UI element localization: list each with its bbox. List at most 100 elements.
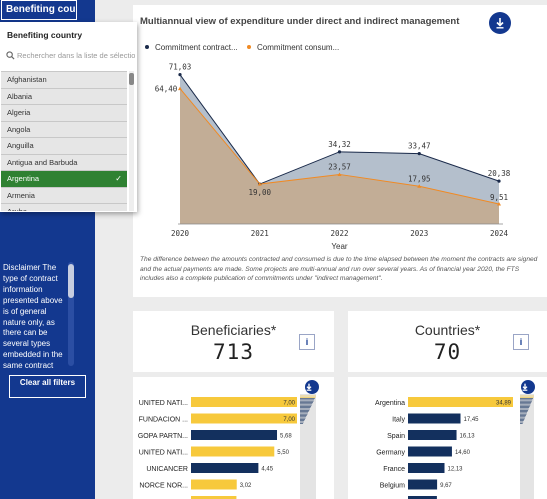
countries-kpi-value: 70: [433, 340, 462, 364]
bar-category-label: Italy: [392, 417, 405, 424]
country-list-item[interactable]: Afghanistan: [1, 71, 127, 88]
bar-category-label: Belgium: [380, 483, 405, 490]
disclaimer-scrollbar-thumb[interactable]: [68, 264, 74, 298]
bar-value-label: 7,00: [283, 401, 295, 407]
disclaimer-text: Disclaimer The type of contract informat…: [3, 263, 63, 368]
bar[interactable]: [408, 430, 457, 440]
bar[interactable]: [408, 446, 452, 457]
data-label-consumed: 23,57: [328, 162, 351, 171]
dropdown-scrollbar-thumb[interactable]: [129, 73, 134, 85]
point-commitment-consumed[interactable]: [178, 86, 182, 91]
legend-item-consumed[interactable]: Commitment consum...: [247, 43, 339, 52]
download-button[interactable]: [489, 12, 511, 34]
country-list-item[interactable]: Angola: [1, 120, 127, 137]
bar[interactable]: [191, 496, 237, 499]
bar[interactable]: [191, 463, 259, 473]
bar[interactable]: [408, 479, 438, 490]
point-commitment-contracted[interactable]: [417, 152, 421, 156]
country-list-item[interactable]: Armenia: [1, 186, 127, 203]
bar-value-label: 17,45: [464, 417, 480, 423]
beneficiaries-bar-chart: UNITED NATI... 7,00 FUNDACION ... 7,00 GOPA …: [138, 394, 316, 499]
download-icon: [496, 18, 504, 29]
clear-all-filters-button[interactable]: Clear all filters: [9, 375, 86, 398]
country-list-item[interactable]: Argentina ✓: [1, 170, 127, 187]
download-icon: [306, 383, 312, 391]
x-tick-label: 2021: [251, 229, 269, 238]
legend-label-consumed: Commitment consum...: [257, 43, 339, 52]
bar-value-label: 34,89: [496, 401, 512, 407]
beneficiaries-info-button[interactable]: i: [299, 334, 315, 350]
x-tick-label: 2023: [410, 229, 428, 238]
countries-kpi-label: Countries*: [414, 322, 481, 338]
bar[interactable]: [191, 479, 237, 490]
bar-scroll-minimap[interactable]: [300, 394, 316, 499]
data-label-consumed: 9,51: [490, 193, 508, 202]
point-commitment-consumed[interactable]: [337, 172, 342, 176]
bar-value-label: 12,13: [448, 467, 464, 473]
bar-category-label: GOPA PARTN...: [138, 433, 188, 440]
bar-category-label: Germany: [376, 450, 405, 457]
country-list-item-label: Angola: [7, 124, 31, 134]
countries-info-button[interactable]: i: [513, 334, 529, 350]
country-list-item[interactable]: Albania: [1, 87, 127, 104]
bar[interactable]: [191, 430, 278, 440]
search-placeholder: Rechercher dans la liste de sélection: [17, 51, 135, 60]
country-list-item[interactable]: Aruba: [1, 203, 127, 211]
area-commitment-consumed: [180, 88, 499, 224]
point-commitment-consumed[interactable]: [257, 182, 262, 186]
legend-label-contracted: Commitment contract...: [155, 43, 238, 52]
point-commitment-consumed[interactable]: [497, 202, 501, 206]
bar-category-label: UNICANCER: [146, 466, 188, 473]
bar-value-label: 5,68: [280, 434, 292, 440]
bar[interactable]: [408, 413, 461, 424]
beneficiaries-download-button[interactable]: [305, 380, 319, 394]
benefiting-country-filter-tab[interactable]: Benefiting country: [1, 0, 77, 20]
data-label-contracted: 19,00: [248, 188, 271, 197]
legend-item-contracted[interactable]: Commitment contract...: [145, 43, 238, 52]
bar[interactable]: [408, 496, 437, 499]
bar-category-label: FUNDACION ...: [139, 417, 188, 424]
bar-scroll-minimap[interactable]: [520, 394, 534, 499]
point-commitment-contracted[interactable]: [178, 73, 182, 77]
country-list: Afghanistan Albania Algeria Angola Anguilla A…: [1, 71, 127, 211]
data-label-consumed: 17,95: [408, 174, 431, 183]
point-commitment-contracted[interactable]: [497, 179, 501, 183]
search-input[interactable]: Rechercher dans la liste de sélection: [5, 49, 135, 63]
country-list-item-label: Argentina: [7, 174, 40, 183]
x-tick-label: 2022: [330, 229, 348, 238]
bar[interactable]: [191, 413, 297, 424]
country-list-item[interactable]: Anguilla: [1, 137, 127, 154]
bar[interactable]: [408, 463, 445, 473]
bar[interactable]: [191, 397, 297, 407]
data-label-contracted: 33,47: [408, 142, 431, 151]
data-label-contracted: 20,38: [488, 169, 511, 178]
data-label-contracted: 71,03: [169, 63, 192, 72]
bar[interactable]: [408, 397, 513, 407]
beneficiaries-kpi-value: 713: [213, 340, 254, 364]
download-icon: [522, 383, 528, 391]
beneficiaries-kpi-card: Beneficiaries* 713 i: [133, 311, 334, 372]
bar-value-label: 7,00: [283, 417, 295, 423]
country-list-item[interactable]: Algeria: [1, 104, 127, 121]
beneficiaries-bar-card: UNITED NATI... 7,00 FUNDACION ... 7,00 GOPA …: [133, 377, 334, 499]
bar-value-label: 5,50: [277, 450, 289, 456]
search-icon: [6, 51, 15, 63]
data-label-contracted: 34,32: [328, 140, 351, 149]
bar-category-label: Spain: [387, 433, 405, 440]
countries-download-button[interactable]: [521, 380, 535, 394]
x-tick-label: 2024: [490, 229, 509, 238]
point-commitment-contracted[interactable]: [337, 150, 342, 154]
bar[interactable]: [191, 446, 275, 457]
check-icon: ✓: [115, 174, 122, 183]
beneficiaries-kpi-label: Beneficiaries*: [190, 322, 277, 338]
country-list-item-label: Albania: [7, 91, 33, 101]
legend-marker-consumed: [247, 45, 251, 49]
country-list-item-label: Antigua and Barbuda: [7, 157, 78, 167]
dropdown-scrollbar[interactable]: [129, 71, 134, 211]
point-commitment-consumed[interactable]: [417, 184, 422, 188]
country-list-item-label: Armenia: [7, 190, 35, 200]
country-list-item-label: Aruba: [7, 207, 27, 211]
disclaimer-scrollbar[interactable]: [68, 262, 74, 366]
bar-value-label: 16,13: [460, 434, 476, 440]
country-list-item[interactable]: Antigua and Barbuda: [1, 153, 127, 170]
